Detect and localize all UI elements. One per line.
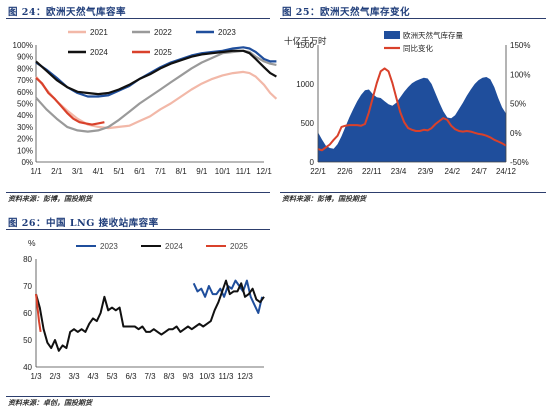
- storage-area: [318, 77, 506, 162]
- y-tick-label: 40: [23, 363, 32, 372]
- x-tick-label: 10/1: [215, 167, 231, 176]
- y-right-tick-label: 100%: [510, 70, 530, 79]
- y-unit-label: %: [28, 238, 36, 248]
- fig24-title: 图 24：欧洲天然气库容率: [8, 7, 127, 18]
- y-left-tick-label: 1500: [296, 41, 314, 50]
- x-tick-label: 7/1: [155, 167, 167, 176]
- y-tick-label: 10%: [17, 146, 33, 155]
- x-tick-label: 24/2: [444, 167, 460, 176]
- y-left-tick-label: 0: [310, 158, 315, 167]
- fig25-chart: 十亿千万时 0 500 1000 1500 -50% 0% 50% 100% 150% 22/1 22…: [284, 30, 530, 176]
- series-line-2025: [35, 76, 105, 126]
- x-tick-label: 3/3: [68, 372, 80, 381]
- fig25-source-rule: [280, 192, 546, 193]
- x-tick-label: 10/3: [199, 372, 215, 381]
- legend-label: 2025: [230, 242, 248, 251]
- x-tick-label: 9/1: [196, 167, 208, 176]
- x-tick-label: 23/9: [418, 167, 434, 176]
- fig26-source: 资料来源：卓创，国投期货: [8, 398, 92, 407]
- y-tick-label: 80: [23, 255, 32, 264]
- y-unit-label: 十亿千万时: [284, 36, 327, 46]
- x-tick-label: 4/3: [87, 372, 99, 381]
- legend-label: 同比变化: [403, 43, 433, 53]
- fig25-title-rule: [280, 18, 546, 19]
- y-tick-label: 60: [23, 309, 32, 318]
- fig26-title-rule: [6, 229, 270, 230]
- x-tick-label: 11/3: [219, 372, 235, 381]
- fig26-source-rule: [6, 396, 270, 397]
- y-tick-label: 100%: [13, 41, 33, 50]
- x-tick-label: 5/3: [106, 372, 118, 381]
- series-line-2024: [35, 49, 277, 96]
- x-tick-label: 6/1: [134, 167, 146, 176]
- x-tick-label: 6/3: [125, 372, 137, 381]
- legend-label: 2024: [90, 48, 108, 57]
- legend-label: 欧洲天然气库存量: [403, 30, 463, 40]
- x-tick-label: 4/1: [93, 167, 105, 176]
- legend-label: 2025: [154, 48, 172, 57]
- yoy-change-line: [317, 67, 507, 152]
- x-tick-label: 24/12: [496, 167, 517, 176]
- y-right-tick-label: 50%: [510, 100, 526, 109]
- x-tick-label: 8/3: [163, 372, 175, 381]
- legend-label: 2024: [165, 242, 183, 251]
- fig25-source: 资料来源：彭博，国投期货: [282, 194, 366, 203]
- y-tick-label: 50: [23, 336, 32, 345]
- x-tick-label: 22/1: [310, 167, 326, 176]
- legend-swatch-storage: [384, 31, 400, 39]
- x-tick-label: 2/1: [51, 167, 63, 176]
- fig26-chart: % 40 50 60 70 80 1/3 2/3 3/3 4/3 5/3 6/3 7/3 8/3 9/3 10…: [23, 238, 265, 381]
- series-line-2022: [35, 49, 277, 133]
- y-tick-label: 40%: [17, 111, 33, 120]
- y-right-tick-label: -50%: [510, 158, 529, 167]
- legend-label: 2021: [90, 28, 108, 37]
- x-tick-label: 8/1: [176, 167, 188, 176]
- legend-label: 2023: [218, 28, 236, 37]
- y-tick-label: 0%: [21, 158, 33, 167]
- series-line-2025: [35, 293, 42, 333]
- y-right-tick-label: 0%: [510, 129, 522, 138]
- y-tick-label: 90%: [17, 53, 33, 62]
- fig24-title-rule: [6, 18, 270, 19]
- x-tick-label: 1/3: [30, 372, 42, 381]
- x-tick-label: 3/1: [72, 167, 84, 176]
- x-tick-label: 7/3: [144, 372, 156, 381]
- x-tick-label: 23/4: [391, 167, 407, 176]
- series-line-2021: [35, 70, 278, 130]
- y-tick-label: 20%: [17, 135, 33, 144]
- x-tick-label: 12/1: [256, 167, 272, 176]
- x-tick-label: 11/1: [236, 167, 252, 176]
- y-tick-label: 30%: [17, 123, 33, 132]
- y-tick-label: 80%: [17, 64, 33, 73]
- fig24-source: 资料来源：彭博，国投期货: [8, 194, 92, 203]
- fig26-title: 图 26：中国 LNG 接收站库容率: [8, 218, 159, 229]
- y-tick-label: 70: [23, 282, 32, 291]
- y-right-tick-label: 150%: [510, 41, 530, 50]
- legend-label: 2023: [100, 242, 118, 251]
- series-line-2024: [35, 279, 265, 352]
- x-tick-label: 9/3: [182, 372, 194, 381]
- y-tick-label: 70%: [17, 76, 33, 85]
- y-left-tick-label: 1000: [296, 80, 314, 89]
- x-tick-label: 2/3: [49, 372, 61, 381]
- x-tick-label: 22/6: [337, 167, 353, 176]
- x-tick-label: 24/7: [471, 167, 487, 176]
- y-tick-label: 60%: [17, 88, 33, 97]
- fig24-chart: 0% 10% 20% 30% 40% 50% 60% 70% 80% 90% 100% 1/1 2/1 3…: [13, 28, 278, 176]
- x-tick-label: 12/3: [237, 372, 253, 381]
- legend-label: 2022: [154, 28, 172, 37]
- fig24-source-rule: [6, 192, 270, 193]
- fig25-title: 图 25：欧洲天然气库存变化: [282, 7, 411, 18]
- x-tick-label: 22/11: [362, 167, 382, 176]
- y-left-tick-label: 500: [301, 119, 315, 128]
- x-tick-label: 5/1: [113, 167, 125, 176]
- y-tick-label: 50%: [17, 100, 33, 109]
- x-tick-label: 1/1: [30, 167, 42, 176]
